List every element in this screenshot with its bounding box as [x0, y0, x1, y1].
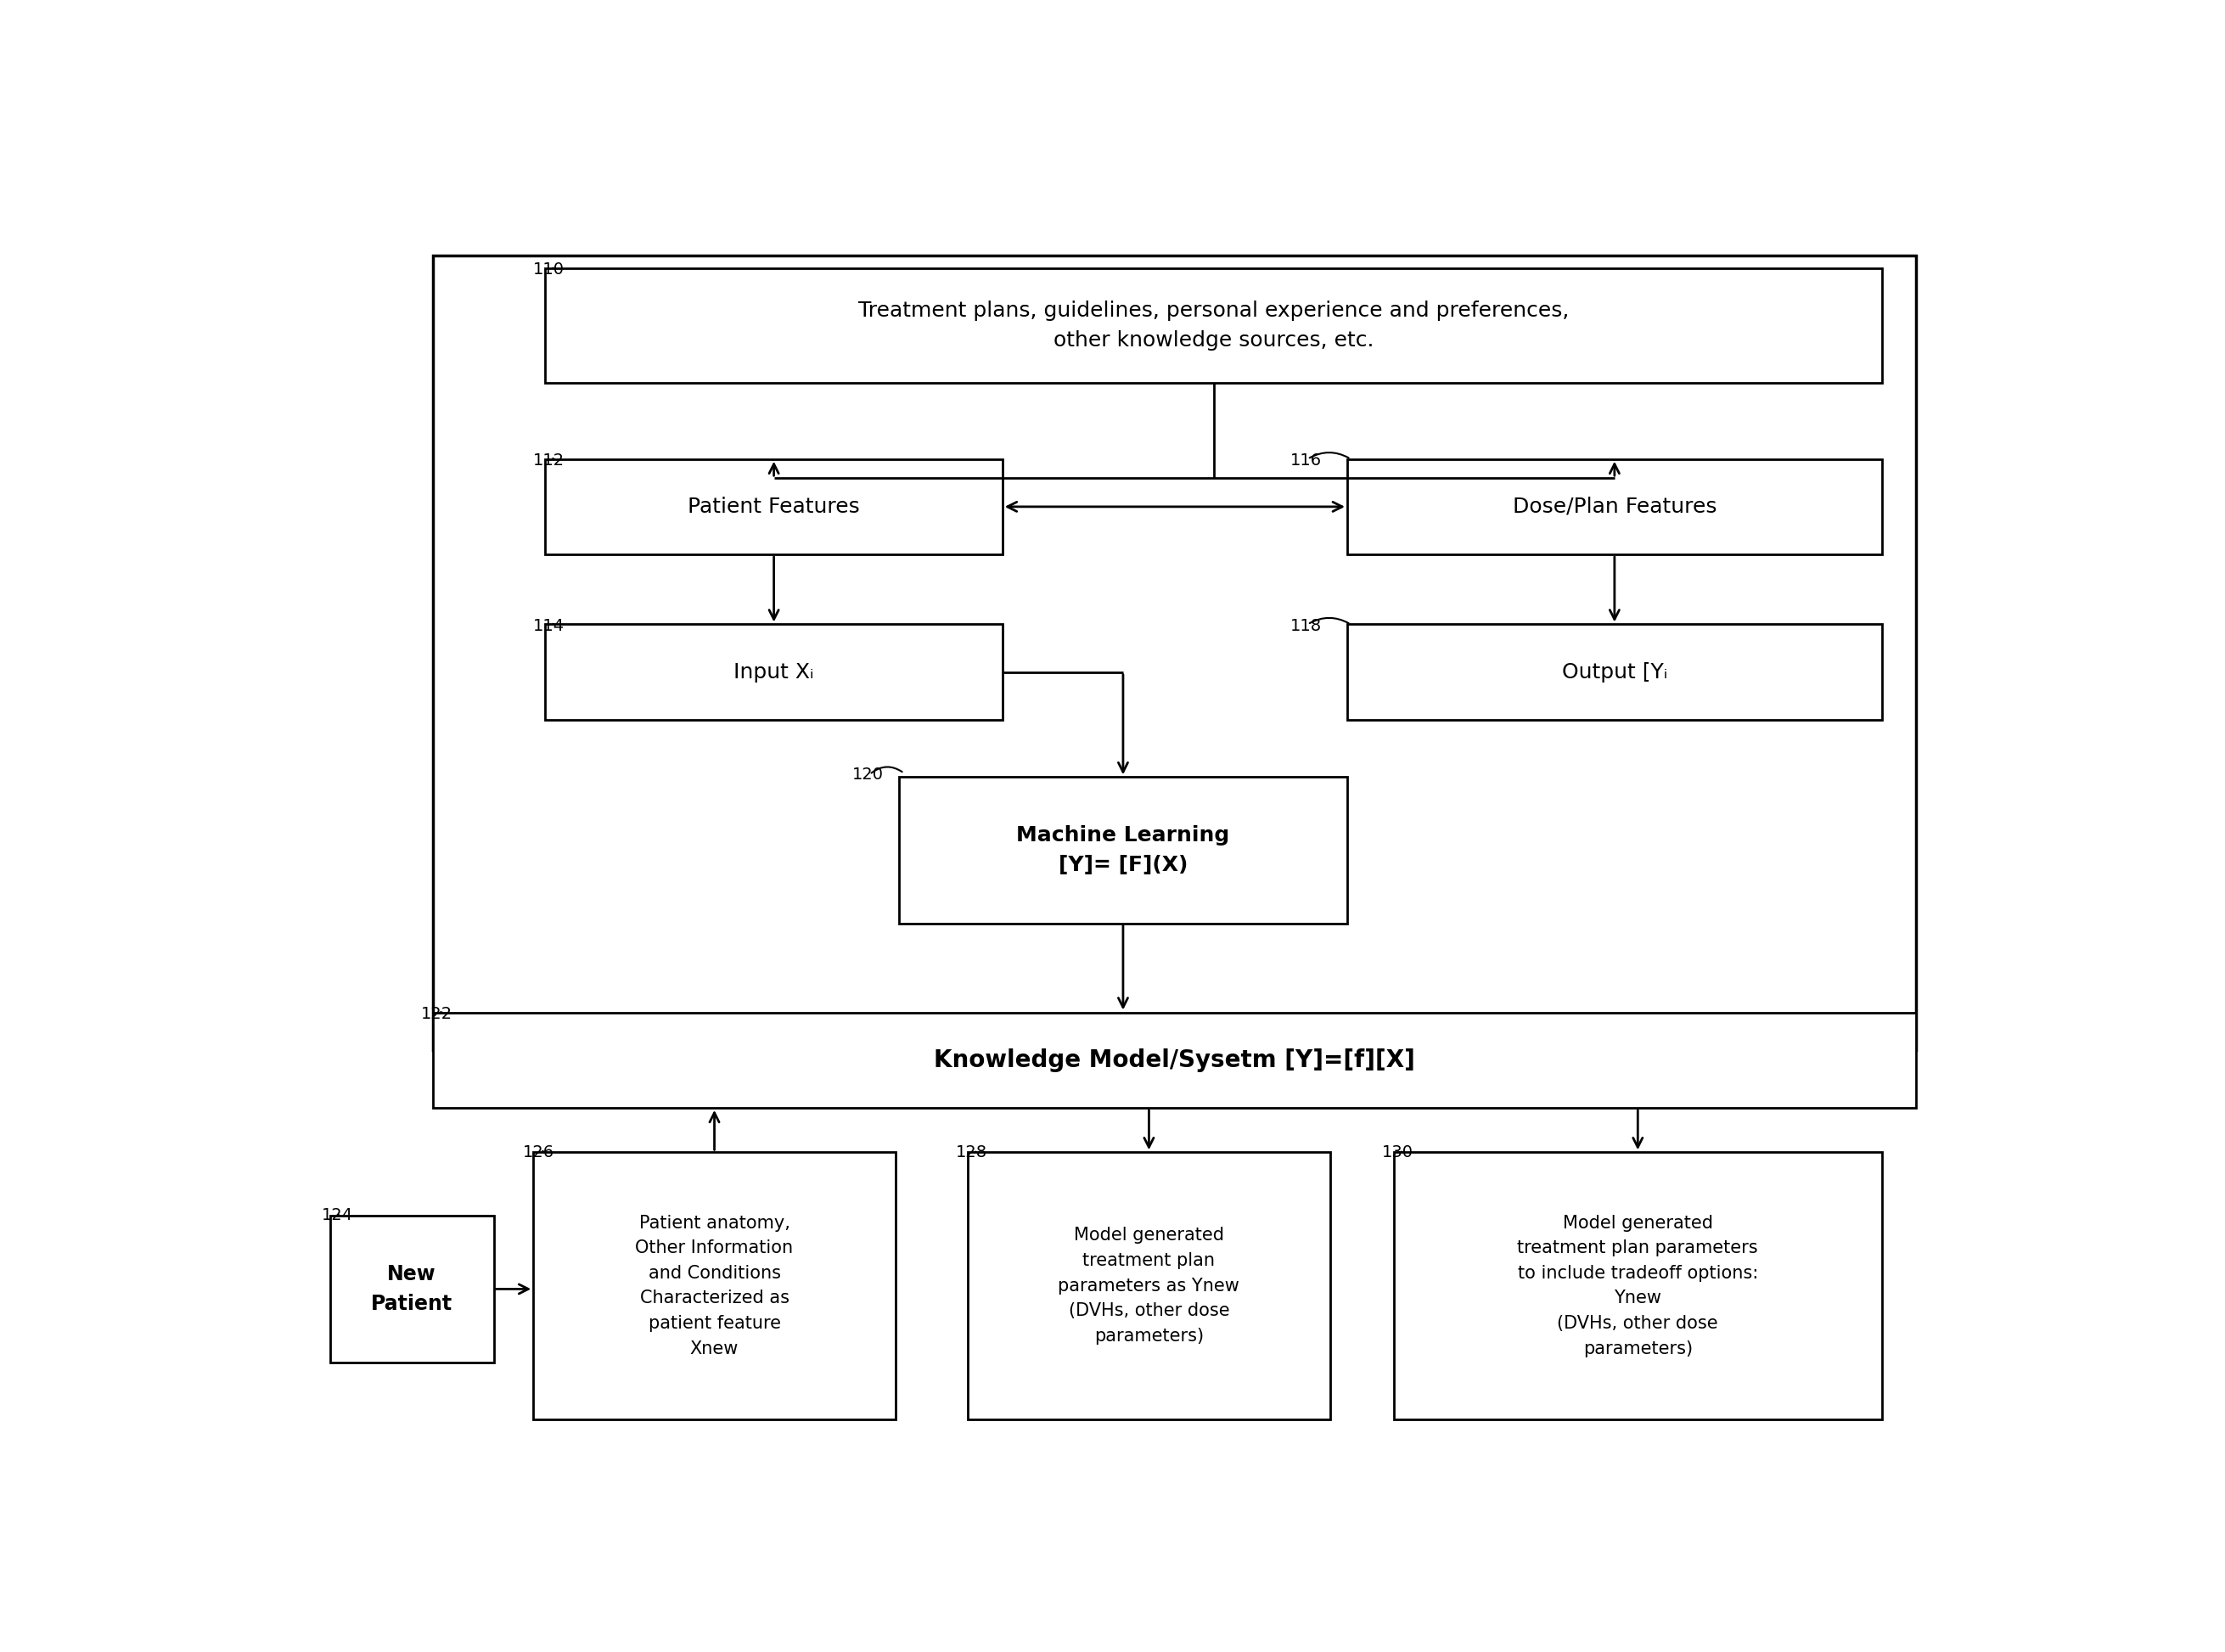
Text: 126: 126 [523, 1145, 554, 1161]
Text: Output [Yᵢ: Output [Yᵢ [1562, 662, 1667, 682]
FancyBboxPatch shape [329, 1216, 494, 1363]
FancyBboxPatch shape [534, 1153, 894, 1419]
Text: 114: 114 [534, 618, 565, 634]
Text: Knowledge Model/Sysetm [Y]=[f][X]: Knowledge Model/Sysetm [Y]=[f][X] [934, 1047, 1415, 1072]
Text: Model generated
treatment plan parameters
to include tradeoff options:
Ynew
(DVH: Model generated treatment plan parameter… [1517, 1214, 1758, 1358]
Text: 116: 116 [1290, 453, 1322, 469]
FancyBboxPatch shape [899, 776, 1348, 923]
Text: Model generated
treatment plan
parameters as Ynew
(DVHs, other dose
parameters): Model generated treatment plan parameter… [1059, 1227, 1239, 1345]
Text: 130: 130 [1382, 1145, 1413, 1161]
Text: 112: 112 [534, 453, 565, 469]
Text: Patient anatomy,
Other Information
and Conditions
Characterized as
patient featu: Patient anatomy, Other Information and C… [636, 1214, 794, 1358]
FancyBboxPatch shape [1393, 1153, 1882, 1419]
FancyBboxPatch shape [545, 268, 1882, 383]
Text: 118: 118 [1290, 618, 1322, 634]
FancyBboxPatch shape [545, 624, 1003, 720]
Text: Machine Learning
[Y]= [F](X): Machine Learning [Y]= [F](X) [1017, 824, 1230, 876]
Text: Dose/Plan Features: Dose/Plan Features [1513, 497, 1718, 517]
Text: 110: 110 [534, 261, 565, 278]
FancyBboxPatch shape [1348, 624, 1882, 720]
FancyBboxPatch shape [434, 1013, 1916, 1108]
Text: 128: 128 [957, 1145, 988, 1161]
Text: Treatment plans, guidelines, personal experience and preferences,
other knowledg: Treatment plans, guidelines, personal ex… [859, 301, 1569, 350]
Text: 120: 120 [852, 767, 883, 783]
FancyBboxPatch shape [968, 1153, 1331, 1419]
Text: 122: 122 [421, 1006, 452, 1023]
Text: 124: 124 [320, 1208, 354, 1222]
FancyBboxPatch shape [434, 256, 1916, 1051]
Text: Patient Features: Patient Features [688, 497, 859, 517]
FancyBboxPatch shape [1348, 459, 1882, 555]
FancyBboxPatch shape [545, 459, 1003, 555]
Text: Input Xᵢ: Input Xᵢ [734, 662, 814, 682]
Text: New
Patient: New Patient [372, 1264, 452, 1315]
